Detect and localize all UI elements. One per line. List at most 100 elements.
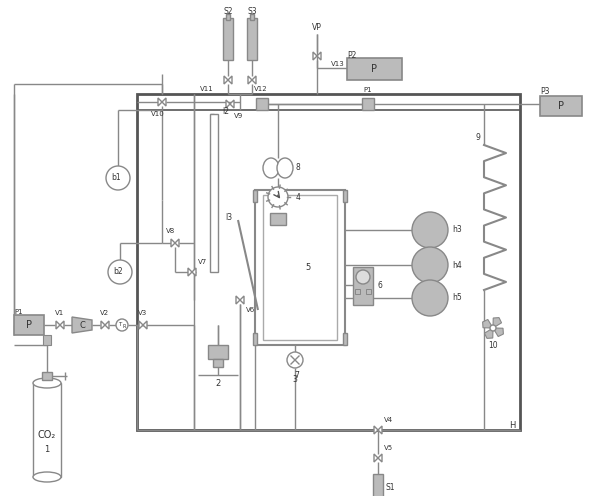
- Polygon shape: [105, 321, 109, 329]
- Text: V11: V11: [200, 86, 214, 92]
- Bar: [355, 289, 360, 294]
- Text: 10: 10: [488, 342, 498, 351]
- Polygon shape: [374, 426, 378, 434]
- Polygon shape: [171, 239, 175, 247]
- Text: S3: S3: [247, 7, 257, 16]
- Text: P1: P1: [14, 309, 22, 315]
- Circle shape: [356, 270, 370, 284]
- Text: 6: 6: [377, 281, 382, 290]
- Text: P2: P2: [347, 52, 356, 61]
- Bar: [540, 96, 582, 116]
- Bar: [373, 474, 383, 496]
- Polygon shape: [313, 52, 317, 60]
- Polygon shape: [236, 296, 240, 304]
- Text: 2: 2: [216, 378, 221, 387]
- Text: 4: 4: [296, 192, 301, 201]
- Polygon shape: [192, 268, 196, 276]
- Text: V8: V8: [166, 228, 176, 234]
- Bar: [353, 267, 373, 305]
- Polygon shape: [162, 98, 166, 106]
- Text: b1: b1: [111, 174, 121, 183]
- Text: H: H: [509, 421, 515, 430]
- Circle shape: [490, 325, 496, 331]
- Text: V12: V12: [254, 86, 267, 92]
- Bar: [256, 98, 268, 110]
- Text: b2: b2: [113, 267, 123, 276]
- Polygon shape: [485, 328, 493, 338]
- Polygon shape: [374, 454, 378, 462]
- Bar: [14, 315, 44, 335]
- Bar: [42, 372, 52, 380]
- Polygon shape: [139, 321, 143, 329]
- Polygon shape: [224, 76, 228, 84]
- Text: R: R: [123, 324, 125, 329]
- Circle shape: [412, 280, 448, 316]
- Text: V1: V1: [55, 310, 65, 316]
- Bar: [208, 345, 228, 359]
- Ellipse shape: [277, 158, 293, 178]
- Text: S1: S1: [386, 484, 395, 493]
- Bar: [33, 383, 61, 477]
- Bar: [362, 98, 374, 110]
- Bar: [253, 190, 257, 202]
- Polygon shape: [56, 321, 60, 329]
- Text: V2: V2: [101, 310, 110, 316]
- Text: 3: 3: [293, 375, 297, 384]
- Text: CO₂: CO₂: [38, 430, 56, 440]
- Bar: [250, 14, 254, 20]
- Polygon shape: [175, 239, 179, 247]
- Ellipse shape: [263, 158, 279, 178]
- Text: I3: I3: [225, 213, 232, 223]
- Text: V13: V13: [331, 61, 345, 67]
- Text: V5: V5: [384, 445, 393, 451]
- Text: 8: 8: [296, 164, 301, 173]
- Circle shape: [412, 247, 448, 283]
- Polygon shape: [482, 319, 493, 328]
- Polygon shape: [493, 317, 502, 328]
- Text: h4: h4: [452, 260, 462, 269]
- Circle shape: [268, 187, 288, 207]
- Ellipse shape: [33, 472, 61, 482]
- Bar: [366, 289, 371, 294]
- Polygon shape: [226, 100, 230, 108]
- Text: VP: VP: [312, 23, 322, 33]
- Bar: [43, 335, 51, 345]
- Circle shape: [116, 319, 128, 331]
- Circle shape: [106, 166, 130, 190]
- Text: h3: h3: [452, 226, 462, 235]
- Bar: [253, 333, 257, 345]
- Text: C: C: [79, 320, 85, 329]
- Text: P: P: [371, 64, 377, 74]
- Text: V6: V6: [246, 307, 255, 313]
- Text: 1: 1: [44, 444, 49, 453]
- Text: V10: V10: [151, 111, 165, 117]
- Bar: [210, 114, 218, 272]
- Bar: [255, 190, 345, 345]
- Bar: [226, 14, 230, 20]
- Bar: [343, 333, 347, 345]
- Bar: [270, 213, 286, 225]
- Polygon shape: [248, 76, 252, 84]
- Text: h5: h5: [452, 294, 462, 303]
- Polygon shape: [378, 454, 382, 462]
- Bar: [343, 190, 347, 202]
- Polygon shape: [158, 98, 162, 106]
- Polygon shape: [72, 317, 92, 333]
- Polygon shape: [493, 328, 504, 337]
- Text: V3: V3: [138, 310, 148, 316]
- Polygon shape: [188, 268, 192, 276]
- Text: P: P: [26, 320, 32, 330]
- Polygon shape: [143, 321, 147, 329]
- Bar: [223, 18, 233, 60]
- Text: S2: S2: [223, 7, 233, 16]
- Text: P: P: [558, 101, 564, 111]
- Bar: [212, 184, 216, 264]
- Ellipse shape: [33, 378, 61, 388]
- Text: V9: V9: [234, 113, 243, 119]
- Text: V4: V4: [384, 417, 393, 423]
- Text: P3: P3: [540, 86, 550, 96]
- Text: P1: P1: [363, 87, 372, 93]
- Text: 9: 9: [475, 132, 480, 141]
- Polygon shape: [317, 52, 321, 60]
- Polygon shape: [101, 321, 105, 329]
